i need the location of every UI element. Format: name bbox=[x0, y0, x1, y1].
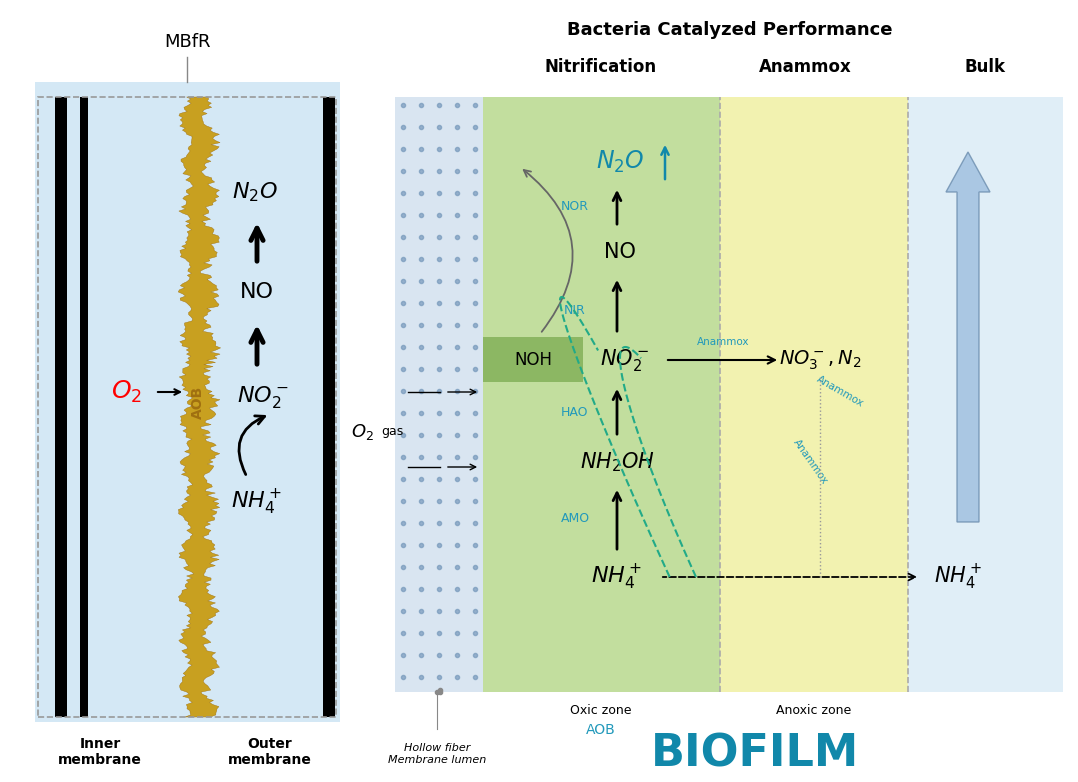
Text: Anammox: Anammox bbox=[791, 438, 829, 486]
Bar bbox=[395, 97, 483, 692]
FancyArrowPatch shape bbox=[524, 170, 572, 332]
Text: Oxic zone: Oxic zone bbox=[570, 704, 632, 716]
Text: BIOFILM: BIOFILM bbox=[651, 733, 859, 776]
Bar bbox=[483, 337, 583, 382]
Bar bbox=[34, 82, 340, 722]
Bar bbox=[80, 97, 88, 717]
Bar bbox=[720, 97, 908, 692]
Bar bbox=[67, 97, 80, 717]
Bar bbox=[483, 97, 720, 692]
Text: Outer
membrane: Outer membrane bbox=[229, 737, 312, 767]
Bar bbox=[908, 97, 1063, 692]
Text: Hollow fiber
Membrane lumen: Hollow fiber Membrane lumen bbox=[388, 743, 486, 765]
Text: gas: gas bbox=[381, 425, 403, 439]
Text: AOB: AOB bbox=[191, 386, 205, 418]
Text: Anammox: Anammox bbox=[815, 375, 866, 410]
Text: $NH_2OH$: $NH_2OH$ bbox=[580, 450, 654, 474]
Text: Bacteria Catalyzed Performance: Bacteria Catalyzed Performance bbox=[567, 21, 893, 39]
Bar bbox=[38, 97, 336, 717]
Text: Bulk: Bulk bbox=[965, 58, 1006, 76]
Bar bbox=[55, 97, 67, 717]
Bar bbox=[323, 97, 335, 717]
Text: NO: NO bbox=[604, 242, 636, 262]
Text: AMO: AMO bbox=[561, 512, 590, 526]
Text: $NH_4^+$: $NH_4^+$ bbox=[232, 487, 282, 517]
Text: MBfR: MBfR bbox=[164, 33, 210, 51]
Text: Anoxic zone: Anoxic zone bbox=[776, 704, 852, 716]
Text: $NO_2^-$: $NO_2^-$ bbox=[600, 347, 650, 373]
Text: Inner
membrane: Inner membrane bbox=[58, 737, 142, 767]
Text: AOB: AOB bbox=[586, 723, 616, 737]
Text: Anammox: Anammox bbox=[759, 58, 852, 76]
Text: $NH_4^+$: $NH_4^+$ bbox=[592, 562, 642, 592]
Polygon shape bbox=[178, 97, 221, 717]
Text: $N_2O$: $N_2O$ bbox=[596, 149, 645, 175]
Text: $N_2O$: $N_2O$ bbox=[232, 180, 278, 204]
Text: $NO_3^-,N_2$: $NO_3^-,N_2$ bbox=[778, 348, 861, 371]
Text: $O_2$: $O_2$ bbox=[111, 379, 142, 405]
FancyArrow shape bbox=[946, 152, 990, 522]
Text: HAO: HAO bbox=[562, 406, 589, 418]
Text: $NH_4^+$: $NH_4^+$ bbox=[934, 562, 982, 592]
Text: Nitrification: Nitrification bbox=[545, 58, 658, 76]
FancyArrowPatch shape bbox=[239, 416, 264, 475]
Text: NIR: NIR bbox=[564, 303, 585, 317]
Text: $O_2$: $O_2$ bbox=[350, 422, 373, 442]
Text: NOH: NOH bbox=[514, 351, 552, 369]
Text: Anammox: Anammox bbox=[696, 337, 749, 347]
Text: NO: NO bbox=[240, 282, 274, 302]
Text: NOR: NOR bbox=[561, 200, 589, 213]
Text: $NO_2^-$: $NO_2^-$ bbox=[237, 384, 289, 410]
